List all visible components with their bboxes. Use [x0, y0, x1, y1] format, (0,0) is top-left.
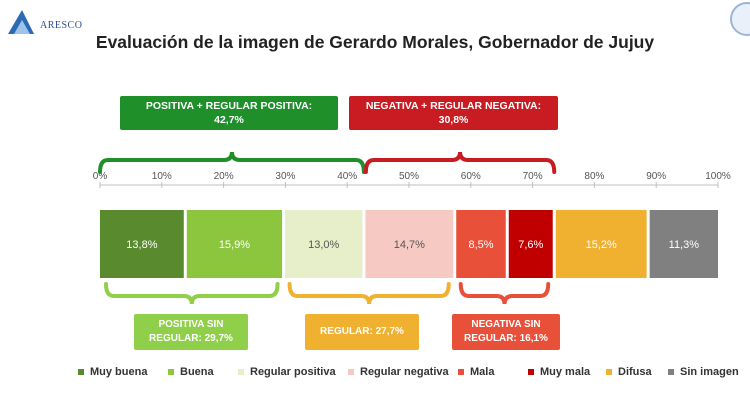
- legend-label: Regular positiva: [250, 366, 336, 378]
- legend-label: Sin imagen: [680, 366, 739, 378]
- bar-muy-buena: [100, 210, 184, 278]
- x-tick-label: 10%: [152, 171, 172, 182]
- legend-label: Regular negativa: [360, 366, 449, 378]
- legend-swatch: [238, 369, 244, 376]
- group-negative-value: 30,8%: [438, 114, 469, 126]
- legend-swatch: [348, 369, 354, 376]
- bar-regular-positiva: [285, 210, 363, 278]
- x-tick-label: 100%: [705, 171, 731, 182]
- x-tick-label: 70%: [523, 171, 543, 182]
- legend-item-mala: Mala: [458, 366, 494, 378]
- brace-positive-regular: [98, 151, 366, 174]
- group-positive-value: 42,7%: [214, 114, 244, 126]
- legend-swatch: [668, 369, 674, 376]
- x-tick-label: 90%: [646, 171, 666, 182]
- legend-swatch: [78, 369, 84, 376]
- group-positive-box: POSITIVA + REGULAR POSITIVA: 42,7%: [120, 96, 338, 130]
- x-tick-label: 30%: [275, 171, 295, 182]
- bar-value-label: 7,6%: [518, 239, 543, 251]
- brace-regular: [287, 282, 451, 305]
- bar-difusa: [555, 210, 647, 278]
- bar-value-label: 15,9%: [219, 239, 250, 251]
- bar-regular-negativa: [365, 210, 454, 278]
- group-negative-box: NEGATIVA + REGULAR NEGATIVA: 30,8%: [349, 96, 558, 130]
- bar-value-label: 8,5%: [468, 239, 493, 251]
- logo-triangle-icon: [8, 10, 34, 34]
- legend-label: Mala: [470, 366, 495, 378]
- legend-swatch: [528, 369, 534, 376]
- legend-label: Difusa: [618, 366, 652, 378]
- group-negative-no-regular: NEGATIVA SIN REGULAR: 16,1%: [452, 314, 560, 350]
- group-negative-label: NEGATIVA + REGULAR NEGATIVA:: [365, 100, 542, 112]
- group-positive-label: POSITIVA + REGULAR POSITIVA:: [145, 100, 313, 112]
- legend-label: Muy mala: [540, 366, 591, 378]
- legend-swatch: [168, 369, 174, 376]
- x-tick-label: 50%: [399, 171, 419, 182]
- group-positive-no-regular: POSITIVA SIN REGULAR: 29,7%: [134, 314, 248, 350]
- chart-title: Evaluación de la imagen de Gerardo Moral…: [95, 32, 655, 52]
- x-tick-label: 60%: [461, 171, 481, 182]
- legend-swatch: [458, 369, 464, 376]
- legend-swatch: [606, 369, 612, 376]
- bar-value-label: 14,7%: [394, 239, 425, 251]
- legend-item-regular-negativa: Regular negativa: [348, 366, 449, 378]
- legend-item-sin-imagen: Sin imagen: [668, 366, 739, 378]
- x-tick-label: 20%: [214, 171, 234, 182]
- bar-value-label: 13,8%: [126, 239, 157, 251]
- aresco-logo: ARESCO: [6, 6, 86, 40]
- legend-label: Buena: [180, 366, 214, 378]
- legend-label: Muy buena: [90, 366, 148, 378]
- brace-negative-no-regular: [458, 282, 551, 305]
- logo-name: ARESCO: [40, 20, 83, 31]
- bar-muy-mala: [508, 210, 553, 278]
- bar-value-label: 11,3%: [669, 239, 700, 251]
- x-tick-label: 80%: [584, 171, 604, 182]
- group-regular: REGULAR: 27,7%: [305, 314, 419, 350]
- legend-item-muy-mala: Muy mala: [528, 366, 590, 378]
- brace-negative-regular: [363, 151, 557, 174]
- bar-mala: [456, 210, 506, 278]
- legend-item-regular-positiva: Regular positiva: [238, 366, 336, 378]
- bar-value-label: 15,2%: [586, 239, 617, 251]
- brace-positive-no-regular: [104, 282, 280, 305]
- bar-value-label: 13,0%: [308, 239, 339, 251]
- x-tick-label: 0%: [93, 171, 108, 182]
- legend-item-difusa: Difusa: [606, 366, 652, 378]
- x-tick-label: 40%: [337, 171, 357, 182]
- legend-item-muy-buena: Muy buena: [78, 366, 147, 378]
- bar-buena: [186, 210, 283, 278]
- bar-sin-imagen: [649, 210, 718, 278]
- legend-item-buena: Buena: [168, 366, 214, 378]
